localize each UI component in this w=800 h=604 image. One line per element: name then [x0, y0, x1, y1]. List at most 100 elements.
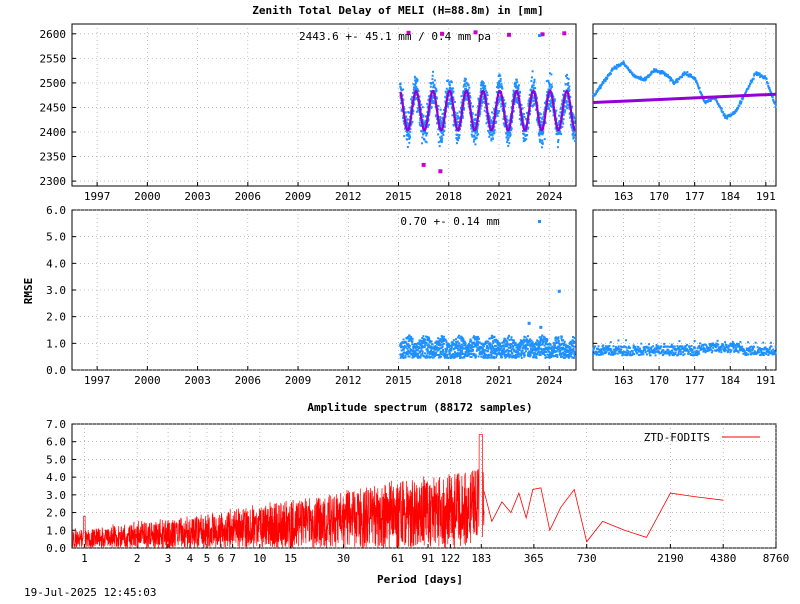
- ztd-point: [545, 80, 548, 83]
- rmse-point: [512, 356, 515, 359]
- ztd-outlier-point: [540, 32, 545, 37]
- rmse-point: [468, 340, 471, 343]
- ztd-point: [410, 99, 413, 102]
- ztd-point: [419, 119, 422, 122]
- rmse-zoom-point: [693, 347, 696, 350]
- rmse-zoom-point: [620, 346, 623, 349]
- ztd-point: [550, 83, 553, 86]
- rmse-point: [409, 347, 412, 350]
- rmse-point: [400, 353, 403, 356]
- rmse-point: [523, 335, 526, 338]
- ztd-zoom-point: [774, 105, 777, 108]
- x-tick-label: 1997: [84, 374, 111, 387]
- rmse-point: [509, 354, 512, 357]
- ztd-point: [406, 118, 409, 121]
- ztd-zoom-point: [623, 62, 626, 65]
- x-tick-label: 2015: [385, 190, 412, 203]
- rmse-point: [551, 352, 554, 355]
- ztd-zoom-point: [757, 72, 760, 75]
- ztd-point: [500, 82, 503, 85]
- rmse-point: [517, 345, 520, 348]
- rmse-point: [555, 337, 558, 340]
- rmse-point: [522, 352, 525, 355]
- ztd-point: [549, 103, 552, 106]
- ztd-point: [456, 117, 459, 120]
- ztd-point: [456, 115, 459, 118]
- rmse-zoom-point: [618, 351, 621, 354]
- rmse-point: [455, 346, 458, 349]
- rmse-point: [510, 343, 513, 346]
- ztd-point: [456, 133, 459, 136]
- rmse-point: [532, 343, 535, 346]
- rmse-point: [485, 340, 488, 343]
- rmse-point: [568, 352, 571, 355]
- rmse-zoom-point: [719, 347, 722, 350]
- ztd-zoom-point: [674, 81, 677, 84]
- rmse-point: [402, 354, 405, 357]
- rmse-point: [539, 354, 542, 357]
- ztd-point: [441, 131, 444, 134]
- rmse-zoom-point: [652, 351, 655, 354]
- rmse-point: [496, 339, 499, 342]
- ztd-point: [439, 136, 442, 139]
- ztd-point: [538, 131, 541, 134]
- rmse-zoom-point: [711, 342, 714, 345]
- rmse-point: [421, 352, 424, 355]
- y-tick-label: 3.0: [46, 284, 66, 297]
- rmse-point: [475, 336, 478, 339]
- rmse-point: [401, 356, 404, 359]
- rmse-zoom-point: [640, 349, 643, 352]
- panel-1: 163 170 177 184 191: [592, 23, 777, 203]
- rmse-zoom-point: [622, 352, 625, 355]
- rmse-point: [512, 340, 515, 343]
- rmse-point: [474, 345, 477, 348]
- rmse-point: [559, 355, 562, 358]
- rmse-point: [444, 354, 447, 357]
- ztd-zoom-point: [759, 76, 762, 79]
- rmse-zoom-point: [646, 349, 649, 352]
- ztd-point: [559, 130, 562, 133]
- rmse-zoom-point: [678, 346, 681, 349]
- ztd-point: [498, 84, 501, 87]
- rmse-point: [468, 349, 471, 352]
- ztd-zoom-point: [598, 85, 601, 88]
- rmse-zoom-point: [720, 346, 723, 349]
- rmse-point: [521, 349, 524, 352]
- ztd-zoom-point: [594, 93, 597, 96]
- rmse-point: [491, 356, 494, 359]
- rmse-point: [559, 344, 562, 347]
- ztd-zoom-trend-line: [592, 92, 777, 105]
- ztd-point: [456, 112, 459, 115]
- ztd-zoom-point: [738, 104, 741, 107]
- rmse-point: [563, 354, 566, 357]
- ztd-point: [548, 100, 551, 103]
- ztd-zoom-point: [671, 79, 674, 82]
- ztd-point: [522, 118, 525, 121]
- ztd-zoom-point: [735, 109, 738, 112]
- rmse-point: [407, 335, 410, 338]
- rmse-zoom-point: [687, 352, 690, 355]
- y-tick-label: 5.0: [46, 453, 66, 466]
- rmse-point: [524, 350, 527, 353]
- ztd-zoom-point: [647, 75, 650, 78]
- rmse-point: [438, 354, 441, 357]
- rmse-point: [509, 342, 512, 345]
- ztd-zoom-point: [741, 98, 744, 101]
- rmse-zoom-point: [602, 349, 605, 352]
- rmse-point: [504, 345, 507, 348]
- rmse-point: [438, 348, 441, 351]
- x-tick-label: 2021: [486, 374, 513, 387]
- rmse-point: [558, 350, 561, 353]
- rmse-point: [484, 355, 487, 358]
- spectrum-xlabel: Period [days]: [377, 573, 463, 586]
- rmse-point: [515, 344, 518, 347]
- rmse-zoom-point: [760, 350, 763, 353]
- rmse-point: [542, 339, 545, 342]
- ztd-point: [462, 92, 465, 95]
- x-tick-label: 2015: [385, 374, 412, 387]
- ztd-point: [540, 131, 543, 134]
- rmse-zoom-point: [725, 343, 728, 346]
- rmse-outlier-point: [527, 321, 531, 325]
- rmse-point: [514, 355, 517, 358]
- rmse-point: [569, 346, 572, 349]
